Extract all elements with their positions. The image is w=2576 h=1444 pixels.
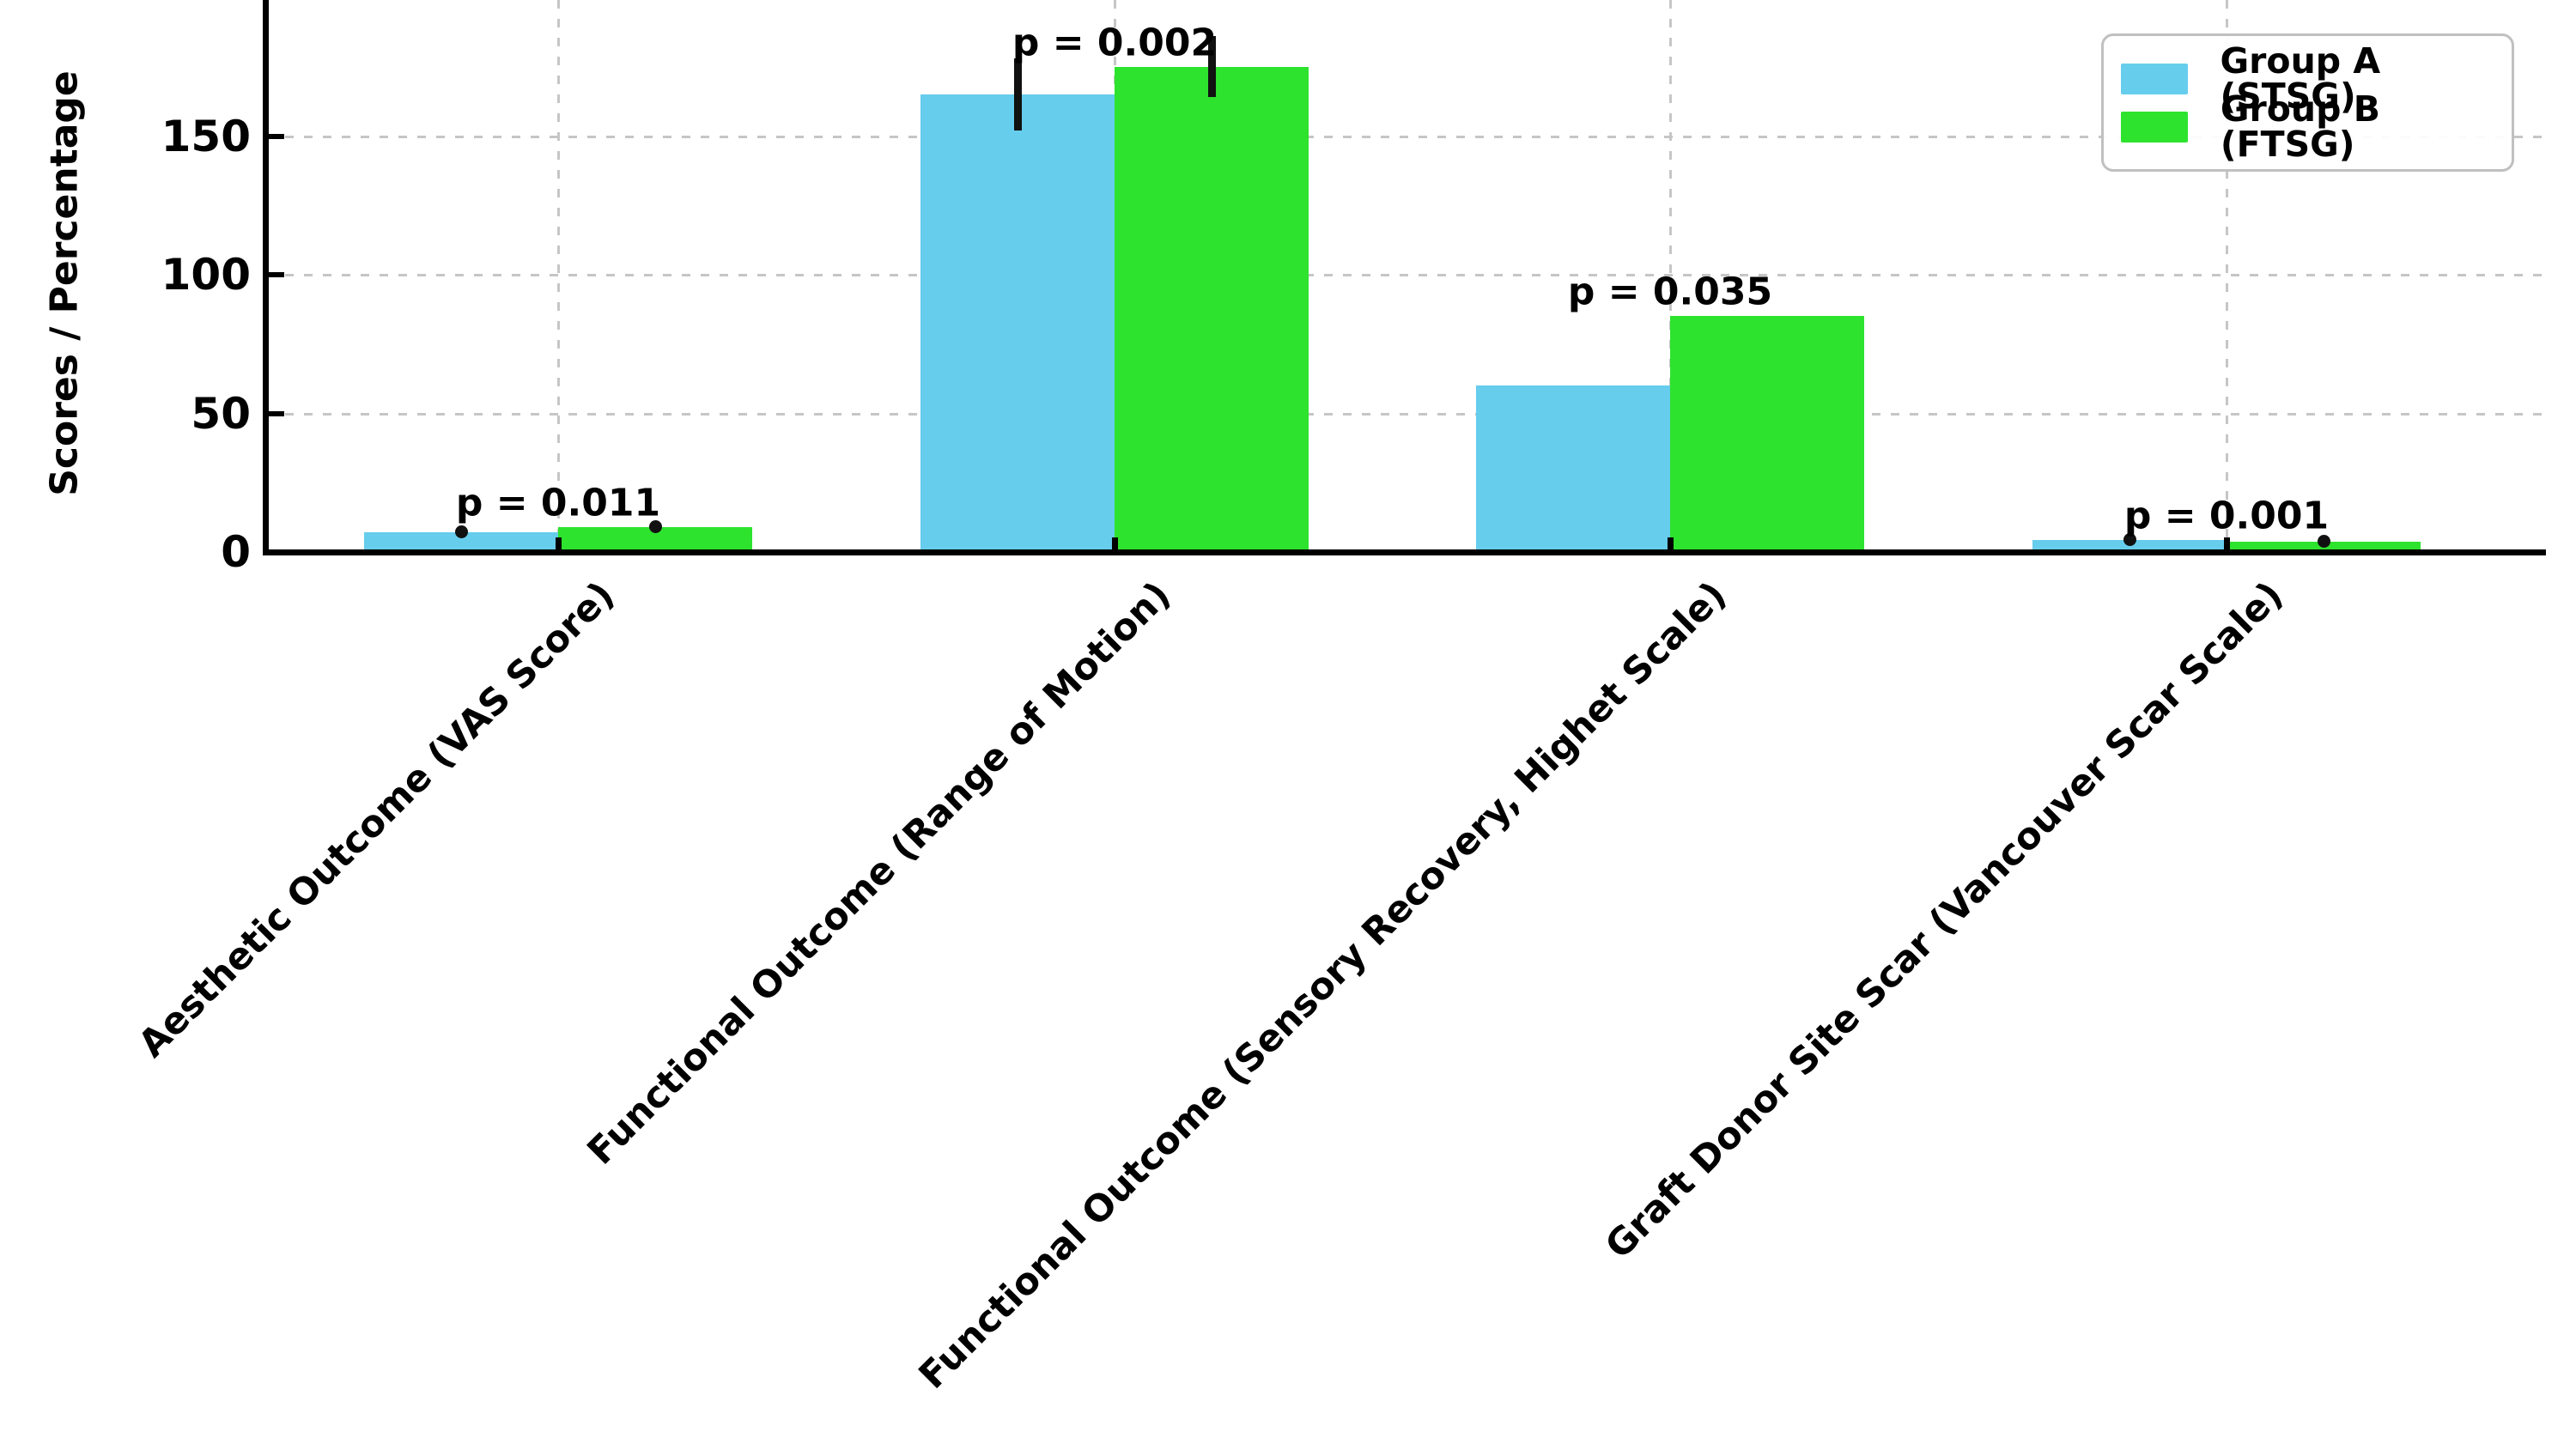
- error-dot: [2123, 533, 2136, 547]
- y-gridline: [266, 412, 2546, 416]
- y-tick: [269, 272, 284, 277]
- x-gridline: [1669, 0, 1672, 552]
- x-gridline: [2226, 0, 2228, 552]
- x-tick: [2224, 537, 2230, 552]
- x-category-label: Aesthetic Outcome (VAS Score): [130, 573, 623, 1066]
- legend: Group A (STSG) Group B (FTSG): [2101, 33, 2514, 172]
- p-value-annotation: p = 0.001: [2123, 494, 2330, 538]
- bar: [2032, 540, 2227, 552]
- legend-item-group-a: Group A (STSG): [2121, 44, 2512, 114]
- y-axis-label: Scores / Percentage: [42, 70, 87, 496]
- bar: [364, 532, 558, 552]
- error-dot: [649, 519, 662, 533]
- p-value-annotation: p = 0.011: [455, 481, 661, 525]
- legend-swatch-group-b: [2121, 112, 2188, 143]
- p-value-annotation: p = 0.002: [1012, 21, 1218, 65]
- y-tick-label: 100: [161, 250, 251, 300]
- error-bar: [1014, 58, 1022, 131]
- legend-item-group-b: Group B (FTSG): [2121, 92, 2512, 162]
- x-tick: [556, 537, 562, 552]
- x-category-label: Functional Outcome (Range of Motion): [579, 573, 1180, 1174]
- x-gridline: [557, 0, 560, 552]
- error-bar: [1208, 36, 1216, 98]
- p-value-annotation: p = 0.035: [1567, 270, 1773, 314]
- x-axis-line: [263, 549, 2546, 555]
- x-tick: [1668, 537, 1674, 552]
- x-tick: [1112, 537, 1118, 552]
- bar: [1670, 316, 1864, 552]
- legend-swatch-group-a: [2121, 64, 2188, 94]
- x-category-label: Graft Donor Site Scar (Vancouver Scar Sc…: [1596, 573, 2292, 1268]
- bar: [1476, 385, 1670, 552]
- error-dot: [455, 525, 468, 539]
- y-tick-label: 150: [161, 111, 251, 161]
- legend-label-group-b: Group B (FTSG): [2220, 88, 2380, 165]
- y-tick-label: 50: [191, 388, 251, 439]
- y-tick: [269, 410, 284, 416]
- legend-label-group-a: Group A (STSG): [2220, 40, 2381, 117]
- bar: [920, 94, 1115, 552]
- y-gridline: [266, 135, 2546, 138]
- y-gridline: [266, 274, 2546, 276]
- bar: [1115, 66, 1309, 552]
- y-tick: [269, 133, 284, 139]
- y-tick-label: 0: [221, 527, 251, 577]
- y-axis-spine: [263, 0, 269, 555]
- error-dot: [2318, 534, 2330, 548]
